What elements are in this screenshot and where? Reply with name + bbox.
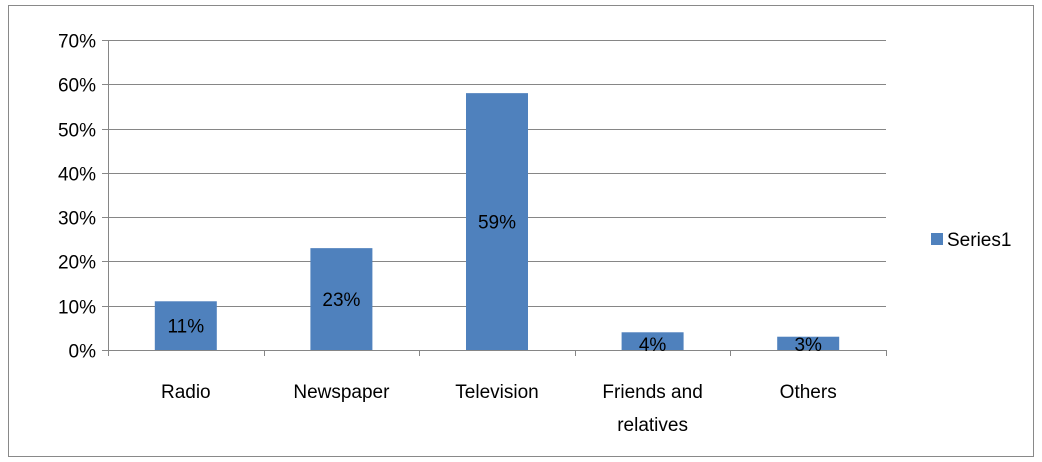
legend-swatch <box>931 233 943 245</box>
bar <box>466 93 528 351</box>
y-tick-label: 50% <box>58 121 96 142</box>
x-tick-label: Others <box>780 382 837 403</box>
data-labels: 11% 23% 59% 4% 3% <box>167 213 822 356</box>
data-label: 4% <box>639 335 667 356</box>
y-tick-label: 20% <box>58 253 96 274</box>
y-tick-label: 40% <box>58 165 96 186</box>
bars <box>154 93 840 351</box>
legend-label: Series1 <box>947 230 1011 251</box>
y-tick-label: 30% <box>58 209 96 230</box>
x-tick-label: Friends and relatives <box>602 382 702 436</box>
x-tick-label: Radio <box>161 382 211 403</box>
y-tick-label: 10% <box>58 298 96 319</box>
data-label: 23% <box>322 290 360 311</box>
x-tick-label: Television <box>455 382 538 403</box>
data-label: 59% <box>478 213 516 234</box>
data-label: 3% <box>794 335 822 356</box>
bar <box>777 336 840 350</box>
axes: 0% 10% 20% 30% 40% 50% 60% 70% Radio Newspaper Tel… <box>58 32 887 436</box>
data-label: 11% <box>167 317 204 338</box>
bar <box>621 332 684 350</box>
y-tick-label: 60% <box>58 76 96 97</box>
y-tick-label: 0% <box>69 342 97 363</box>
bar <box>310 248 373 350</box>
y-tick-label: 70% <box>58 32 96 53</box>
bar <box>154 301 217 350</box>
legend: Series1 <box>931 230 1011 251</box>
x-tick-label: Newspaper <box>293 382 390 403</box>
